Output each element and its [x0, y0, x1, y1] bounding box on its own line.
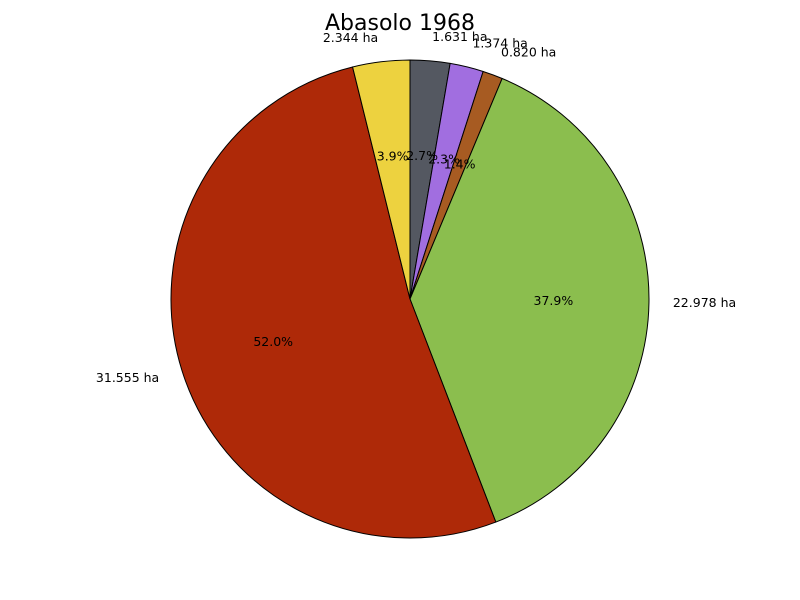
slice-percent-label-1: 2.3% [428, 152, 460, 167]
slice-value-label-4: 31.555 ha [96, 370, 159, 385]
slice-value-label-3: 22.978 ha [673, 295, 736, 310]
slice-value-label-2: 0.820 ha [501, 44, 556, 59]
slice-percent-label-2: 1.4% [444, 156, 476, 171]
pie-slice-4 [170, 66, 497, 539]
slice-percent-label-3: 37.9% [534, 293, 574, 308]
slice-percent-label-0: 2.7% [406, 148, 438, 163]
slice-value-label-5: 2.344 ha [323, 30, 378, 45]
chart-title: Abasolo 1968 [325, 11, 475, 36]
slice-labels: 1.631 ha 2.7% 1.374 ha 2.3% 0.820 ha 1.4% 22.9… [96, 29, 736, 385]
pie-slices [170, 59, 650, 539]
pie-slice-3 [409, 77, 650, 523]
slice-value-label-1: 1.374 ha [472, 36, 527, 51]
slice-value-label-0: 1.631 ha [432, 29, 487, 44]
slice-percent-label-4: 52.0% [253, 334, 293, 349]
slice-percent-label-5: 3.9% [377, 149, 409, 164]
pie-slice-5 [351, 59, 411, 300]
